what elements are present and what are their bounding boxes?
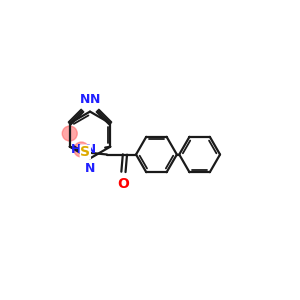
Text: N: N (90, 93, 101, 106)
Text: O: O (118, 177, 129, 191)
Circle shape (62, 126, 77, 141)
Text: H₂N: H₂N (70, 142, 97, 156)
Text: S: S (80, 145, 90, 159)
Text: N: N (85, 162, 95, 175)
Circle shape (74, 142, 89, 157)
Text: N: N (80, 93, 90, 106)
